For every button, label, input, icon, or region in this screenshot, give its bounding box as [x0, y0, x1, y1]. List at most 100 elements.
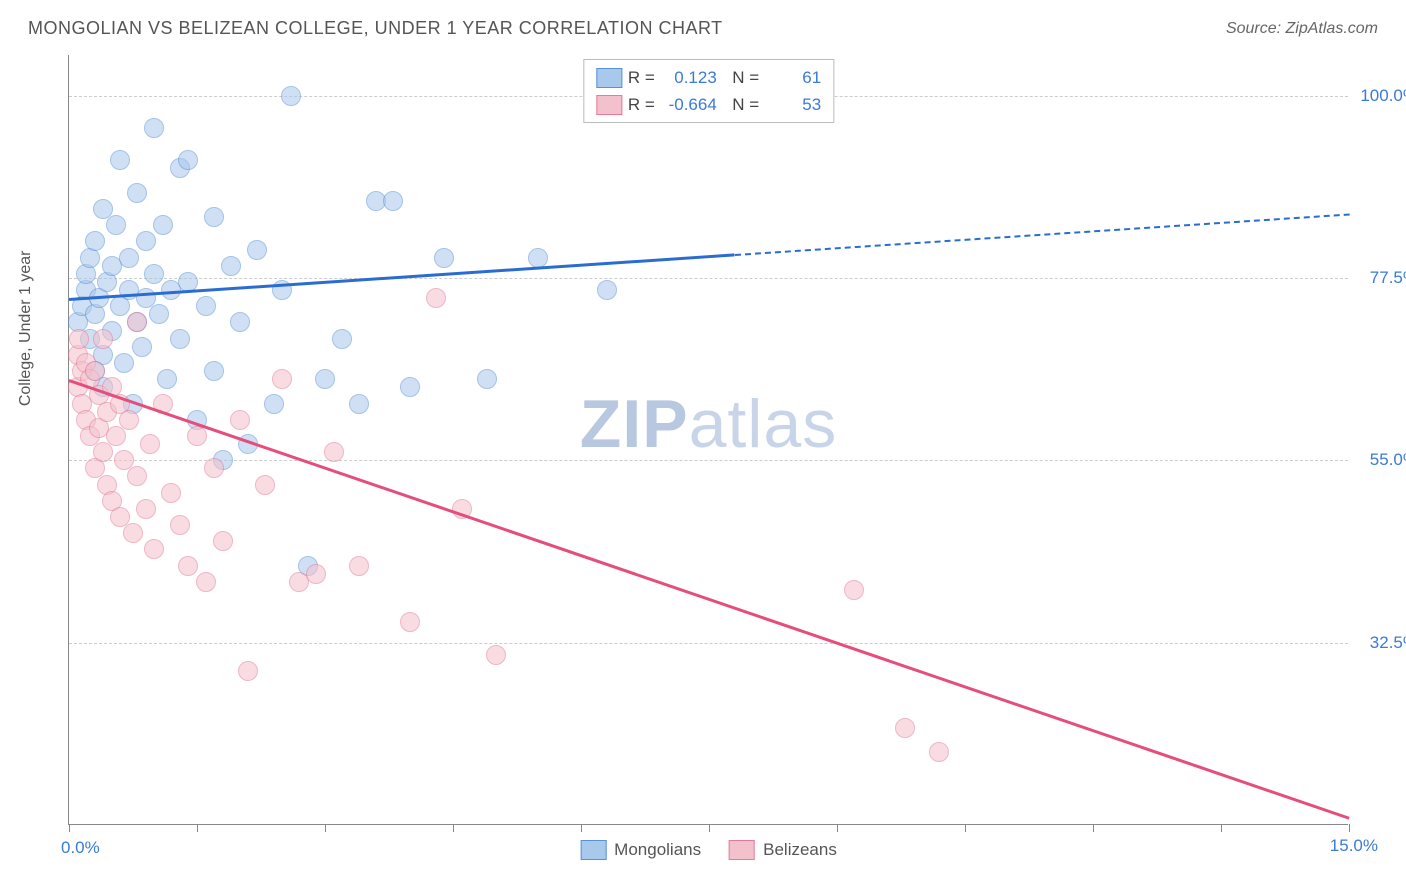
- x-tick: [837, 824, 838, 832]
- data-point: [597, 280, 617, 300]
- legend-item-mongolians: Mongolians: [580, 840, 701, 860]
- data-point: [106, 426, 126, 446]
- data-point: [434, 248, 454, 268]
- data-point: [132, 337, 152, 357]
- data-point: [238, 661, 258, 681]
- data-point: [157, 369, 177, 389]
- y-axis-title: College, Under 1 year: [17, 251, 35, 407]
- data-point: [230, 312, 250, 332]
- data-point: [196, 572, 216, 592]
- x-tick: [325, 824, 326, 832]
- r-value-belizeans: -0.664: [661, 91, 717, 118]
- legend-row-belizeans: R = -0.664 N = 53: [596, 91, 821, 118]
- data-point: [230, 410, 250, 430]
- r-label: R =: [628, 91, 655, 118]
- data-point: [85, 361, 105, 381]
- grid-line: [69, 278, 1348, 279]
- data-point: [486, 645, 506, 665]
- data-point: [264, 394, 284, 414]
- data-point: [349, 394, 369, 414]
- data-point: [204, 361, 224, 381]
- data-point: [161, 483, 181, 503]
- x-tick: [69, 824, 70, 832]
- data-point: [123, 523, 143, 543]
- data-point: [153, 215, 173, 235]
- data-point: [144, 264, 164, 284]
- legend-row-mongolians: R = 0.123 N = 61: [596, 64, 821, 91]
- y-tick-label: 55.0%: [1370, 450, 1406, 470]
- data-point: [136, 499, 156, 519]
- correlation-legend: R = 0.123 N = 61 R = -0.664 N = 53: [583, 59, 834, 123]
- y-tick-label: 77.5%: [1370, 268, 1406, 288]
- watermark: ZIPatlas: [580, 385, 837, 463]
- data-point: [140, 434, 160, 454]
- y-tick-label: 32.5%: [1370, 633, 1406, 653]
- trend-line-dashed: [735, 213, 1350, 256]
- data-point: [332, 329, 352, 349]
- data-point: [255, 475, 275, 495]
- legend-swatch-pink: [729, 840, 755, 860]
- data-point: [324, 442, 344, 462]
- data-point: [383, 191, 403, 211]
- data-point: [477, 369, 497, 389]
- watermark-atlas: atlas: [689, 386, 838, 462]
- data-point: [204, 458, 224, 478]
- data-point: [895, 718, 915, 738]
- data-point: [178, 150, 198, 170]
- data-point: [127, 466, 147, 486]
- chart-title: MONGOLIAN VS BELIZEAN COLLEGE, UNDER 1 Y…: [28, 18, 723, 39]
- n-value-belizeans: 53: [765, 91, 821, 118]
- legend-item-belizeans: Belizeans: [729, 840, 837, 860]
- x-axis-label-max: 15.0%: [1330, 836, 1378, 856]
- data-point: [106, 215, 126, 235]
- data-point: [110, 150, 130, 170]
- x-tick: [581, 824, 582, 832]
- data-point: [213, 531, 233, 551]
- data-point: [69, 329, 89, 349]
- data-point: [204, 207, 224, 227]
- data-point: [127, 312, 147, 332]
- data-point: [221, 256, 241, 276]
- chart-source: Source: ZipAtlas.com: [1226, 20, 1378, 38]
- legend-swatch-pink: [596, 95, 622, 115]
- legend-label-mongolians: Mongolians: [614, 840, 701, 860]
- data-point: [149, 304, 169, 324]
- data-point: [196, 296, 216, 316]
- data-point: [178, 556, 198, 576]
- n-label: N =: [723, 91, 759, 118]
- x-tick: [1221, 824, 1222, 832]
- data-point: [136, 231, 156, 251]
- data-point: [93, 329, 113, 349]
- n-value-mongolians: 61: [765, 64, 821, 91]
- data-point: [144, 539, 164, 559]
- x-tick: [453, 824, 454, 832]
- r-label: R =: [628, 64, 655, 91]
- data-point: [187, 426, 207, 446]
- legend-swatch-blue: [580, 840, 606, 860]
- data-point: [114, 353, 134, 373]
- x-tick: [1349, 824, 1350, 832]
- x-tick: [1093, 824, 1094, 832]
- data-point: [281, 86, 301, 106]
- chart-header: MONGOLIAN VS BELIZEAN COLLEGE, UNDER 1 Y…: [0, 0, 1406, 47]
- data-point: [85, 231, 105, 251]
- watermark-zip: ZIP: [580, 386, 689, 462]
- data-point: [119, 248, 139, 268]
- grid-line: [69, 643, 1348, 644]
- data-point: [528, 248, 548, 268]
- data-point: [844, 580, 864, 600]
- series-legend: Mongolians Belizeans: [580, 840, 837, 860]
- data-point: [127, 183, 147, 203]
- data-point: [170, 329, 190, 349]
- data-point: [400, 377, 420, 397]
- n-label: N =: [723, 64, 759, 91]
- data-point: [93, 442, 113, 462]
- trend-line: [69, 379, 1350, 819]
- data-point: [144, 118, 164, 138]
- x-tick: [965, 824, 966, 832]
- data-point: [929, 742, 949, 762]
- grid-line: [69, 460, 1348, 461]
- data-point: [272, 369, 292, 389]
- y-tick-label: 100.0%: [1360, 86, 1406, 106]
- data-point: [426, 288, 446, 308]
